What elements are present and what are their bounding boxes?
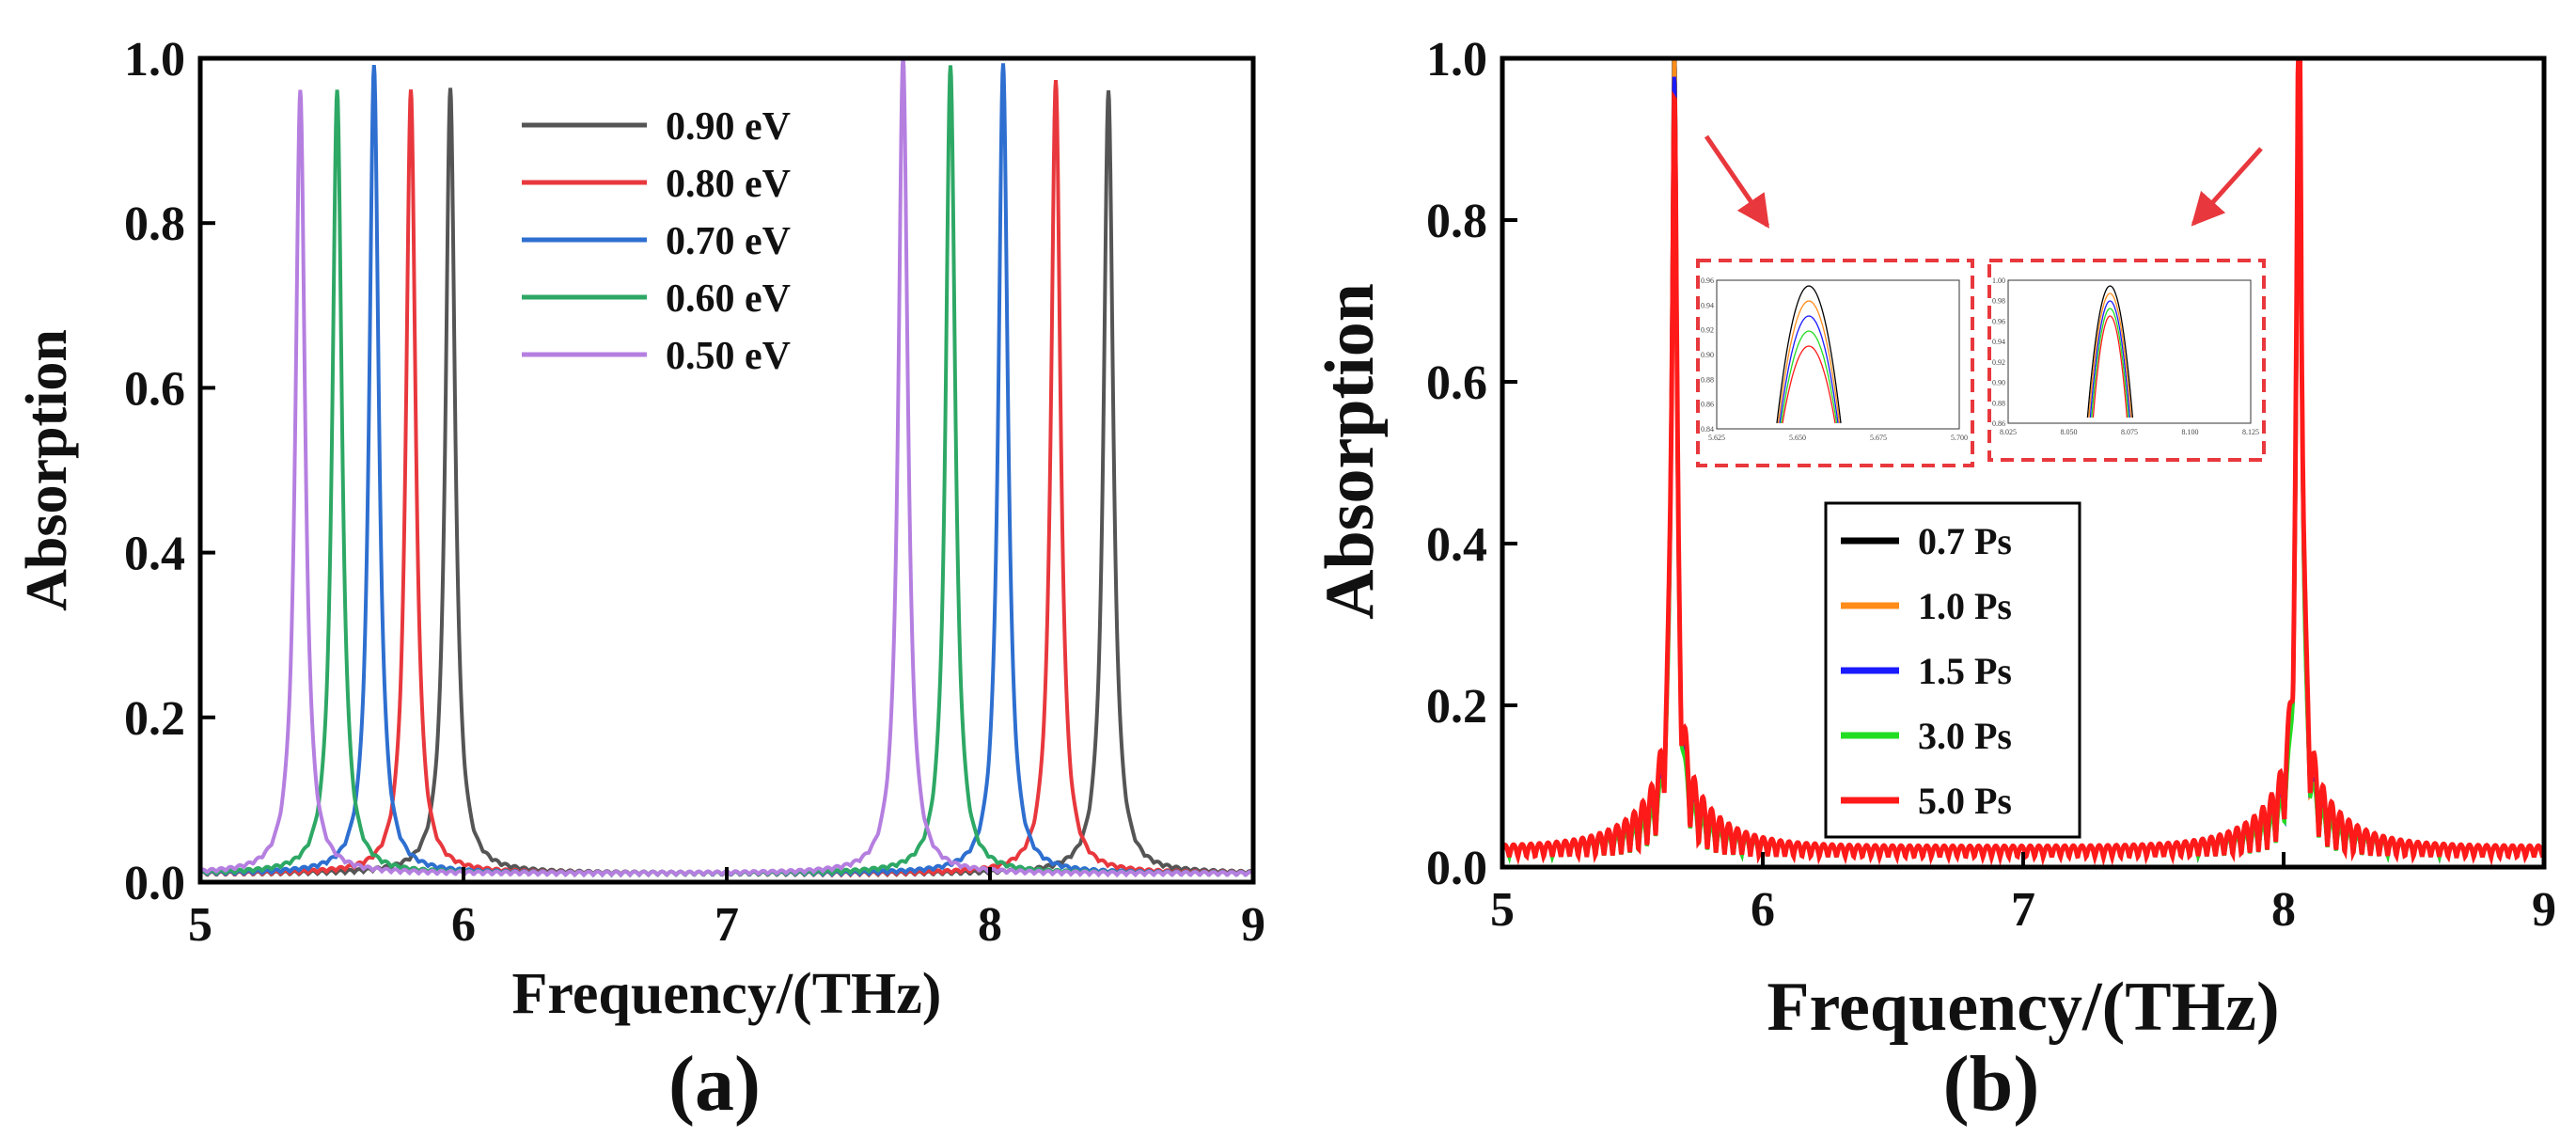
series-line-5_0-Ps [1502, 58, 2544, 867]
inset-xtick-label: 5.625 [1708, 434, 1725, 442]
inset-xtick-label: 8.100 [2182, 428, 2199, 436]
inset-series-line [1776, 285, 1842, 424]
panel-b-ytick-label: 0.2 [1426, 680, 1487, 734]
inset-ytick-label: 1.00 [1992, 276, 2005, 285]
legend-label: 0.50 eV [666, 335, 791, 378]
inset-series-line [2092, 315, 2128, 418]
panel-b-xtick-label: 6 [1751, 883, 1775, 937]
legend-box [1824, 501, 2081, 839]
panel-b-ticks: 5 6 7 8 9 0.0 0.2 0.4 0.6 0.8 1.0 [1426, 33, 2556, 937]
inset-ytick-label: 0.88 [1992, 399, 2005, 407]
inset-ytick-label: 0.92 [1992, 358, 2005, 367]
panel-b-label: (b) [1943, 1040, 2040, 1128]
panel-a-xtick-label: 8 [978, 898, 1002, 952]
panel-b-inset-right: 8.025 8.050 8.075 8.100 8.125 0.86 0.88 0.90 0.9… [1987, 259, 2266, 462]
panel-b-xtick-label: 9 [2532, 883, 2556, 937]
inset-series-line [1777, 300, 1841, 424]
panel-b-ytick-label: 0.6 [1426, 356, 1487, 410]
inset-left-plot: 5.625 5.650 5.675 5.700 0.84 0.86 0.88 0.90 0.92… [1701, 276, 1968, 442]
inset-xtick-label: 8.075 [2121, 428, 2138, 436]
panel-a-xtick-label: 7 [715, 898, 739, 952]
panel-a-ytick-label: 0.2 [124, 692, 185, 746]
legend-label: 0.90 eV [666, 105, 791, 149]
inset-ytick-label: 0.90 [1992, 379, 2005, 387]
inset-xtick-label: 5.675 [1870, 434, 1887, 442]
panel-b: 5 6 7 8 90.00.20.40.60.81.0 5.625 5.650 5.675 5… [1312, 33, 2556, 1128]
panel-a-ticks: 5 6 7 8 9 0.0 0.2 0.4 0.6 0.8 1.0 [124, 33, 1265, 952]
arrow-left [1704, 134, 1770, 229]
inset-ytick-label: 0.96 [1992, 317, 2005, 325]
inset-ytick-label: 0.88 [1701, 375, 1714, 384]
panel-b-xtick-label: 8 [2271, 883, 2296, 937]
panel-a-xtick-label: 9 [1241, 898, 1265, 952]
inset-ytick-label: 0.90 [1701, 351, 1714, 359]
inset-ytick-label: 0.92 [1701, 326, 1714, 335]
panel-b-ytick-label: 0.4 [1426, 518, 1487, 572]
inset-xtick-label: 5.650 [1789, 434, 1806, 442]
legend-label: 0.60 eV [666, 277, 791, 321]
panel-b-ylabel: Absorption [1312, 283, 1389, 620]
inset-series-line [2089, 300, 2131, 418]
legend-label: 0.80 eV [666, 163, 791, 206]
inset-series-line [2091, 308, 2129, 418]
panel-b-inset-left: 5.625 5.650 5.675 5.700 0.84 0.86 0.88 0.90 0.92… [1696, 259, 1974, 467]
panel-a-ylabel: Absorption [15, 329, 79, 611]
inset-ytick-label: 0.94 [1701, 301, 1714, 309]
arrow-right [2191, 147, 2263, 227]
panel-a-xtick-label: 6 [451, 898, 476, 952]
inset-series-line [1779, 315, 1839, 424]
inset-series-line [2088, 292, 2132, 418]
inset-xtick-label: 5.700 [1951, 434, 1968, 442]
inset-series-line [2086, 285, 2134, 418]
legend-label: 3.0 Ps [1918, 715, 2012, 757]
legend-label: 5.0 Ps [1918, 780, 2012, 822]
panel-a-xlabel: Frequency/(THz) [512, 962, 942, 1026]
inset-series-line [1780, 330, 1838, 424]
inset-ytick-label: 0.96 [1701, 276, 1714, 285]
inset-xtick-label: 8.050 [2061, 428, 2078, 436]
panel-b-xtick-label: 5 [1490, 883, 1515, 937]
panel-b-plot-area [1502, 58, 2544, 867]
panel-a-legend: 0.90 eV 0.80 eV 0.70 eV 0.60 eV 0.50 eV [522, 105, 791, 378]
inset-xtick-label: 8.025 [2000, 428, 2017, 436]
inset-ytick-label: 0.84 [1701, 425, 1714, 434]
panel-a: 5 6 7 8 90.00.20.40.60.81.0 0.90 eV0.80 eV0.… [15, 33, 1265, 1128]
panel-a-ytick-label: 1.0 [124, 33, 185, 87]
panel-b-ytick-label: 0.8 [1426, 195, 1487, 248]
legend-label: 0.70 eV [666, 220, 791, 263]
inset-ytick-label: 0.98 [1992, 297, 2005, 306]
panel-a-ytick-label: 0.8 [124, 197, 185, 251]
panel-b-ytick-label: 1.0 [1426, 33, 1487, 87]
panel-a-xtick-label: 5 [188, 898, 212, 952]
inset-series-line [1782, 345, 1836, 424]
inset-frame [1716, 279, 1960, 430]
inset-right-plot: 8.025 8.050 8.075 8.100 8.125 0.86 0.88 0.90 0.9… [1992, 276, 2259, 436]
legend-label: 1.0 Ps [1918, 585, 2012, 627]
panel-b-xtick-label: 7 [2011, 883, 2035, 937]
inset-xtick-label: 8.125 [2242, 428, 2259, 436]
panel-a-label: (a) [668, 1040, 761, 1128]
panel-b-ytick-label: 0.0 [1426, 842, 1487, 895]
panel-a-ytick-label: 0.6 [124, 362, 185, 416]
panel-a-ytick-label: 0.0 [124, 857, 185, 910]
inset-ytick-label: 0.86 [1701, 401, 1714, 409]
legend-label: 1.5 Ps [1918, 650, 2012, 692]
legend-label: 0.7 Ps [1918, 520, 2012, 562]
inset-frame [2007, 279, 2252, 424]
inset-ytick-label: 0.86 [1992, 419, 2005, 428]
inset-ytick-label: 0.94 [1992, 338, 2005, 346]
panel-a-ytick-label: 0.4 [124, 528, 185, 581]
panel-b-legend: 0.7 Ps 1.0 Ps 1.5 Ps 3.0 Ps 5.0 Ps [1824, 501, 2081, 839]
panel-b-xlabel: Frequency/(THz) [1767, 969, 2279, 1046]
